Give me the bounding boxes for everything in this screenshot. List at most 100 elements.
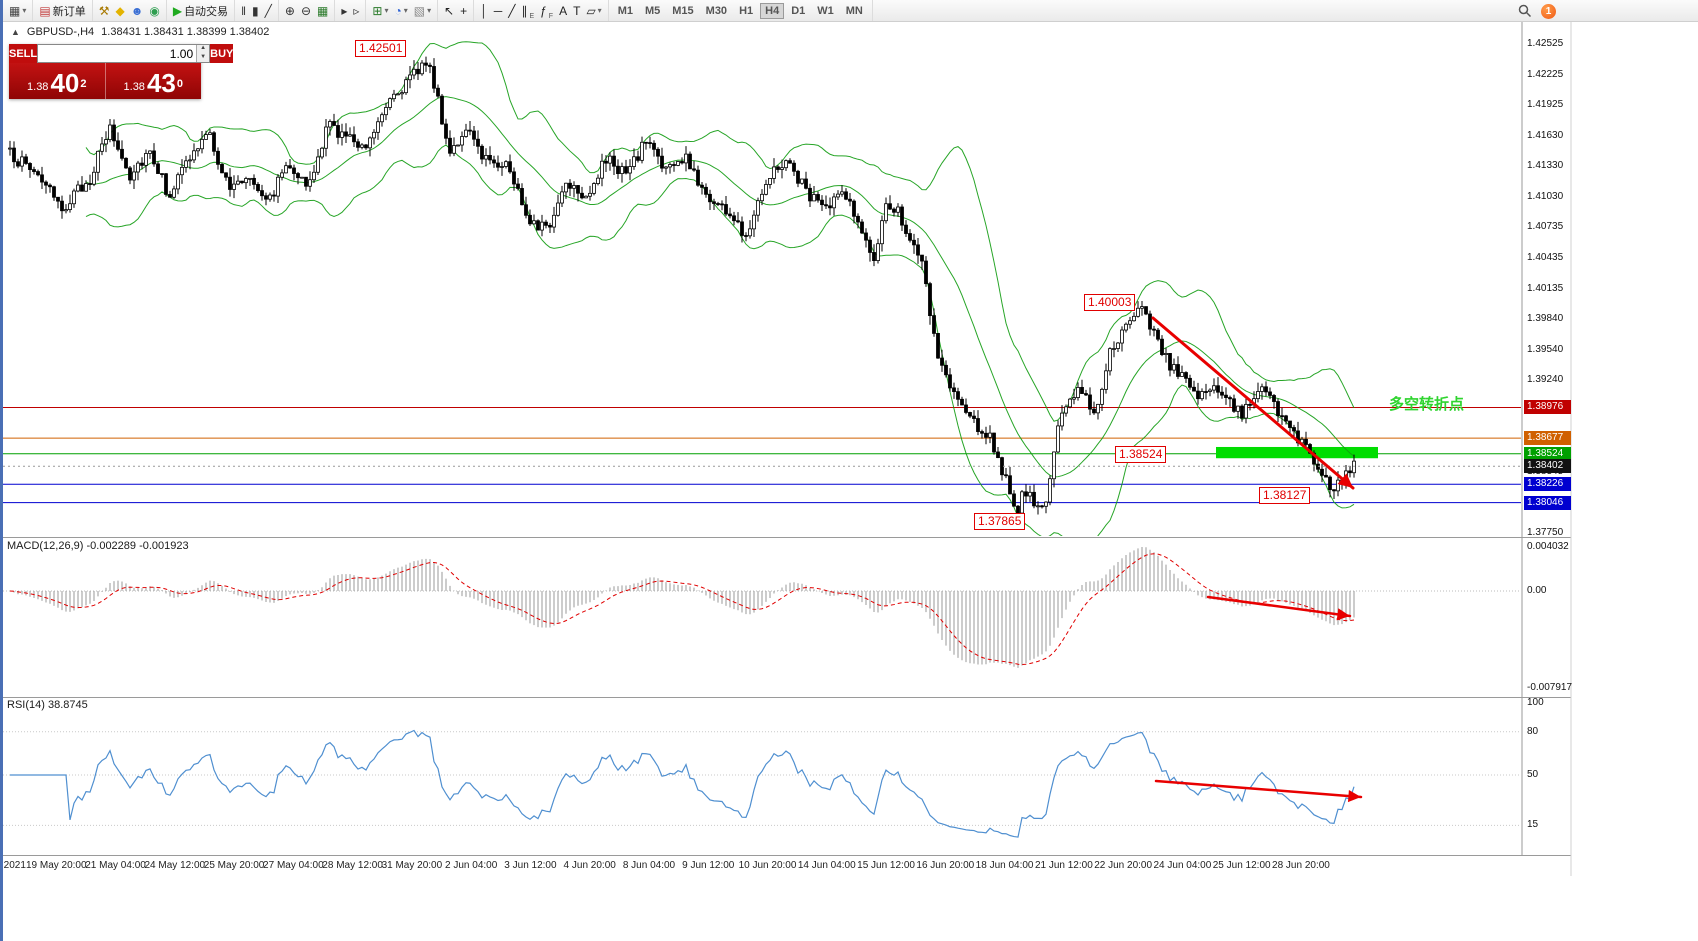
price-callout[interactable]: 1.42501 — [355, 40, 407, 57]
timeframe-m30-button[interactable]: M30 — [701, 3, 732, 19]
refresh-icon: ◉ — [149, 3, 160, 18]
toolbar-group: ⊕ ⊖ ▦ — [279, 0, 336, 21]
sell-button[interactable]: SELL — [9, 44, 38, 63]
symbol-icon: ▲ — [11, 27, 20, 37]
time-label: 21 May 04:00 — [85, 860, 146, 871]
buy-price-big: 43 — [146, 68, 176, 98]
price-tick: 1.39240 — [1527, 374, 1564, 386]
new-order-icon: ▤ — [39, 3, 51, 18]
new-order-button[interactable]: ▤ 新订单 — [36, 2, 88, 20]
annotation-note[interactable]: 多空转折点 — [1389, 396, 1465, 413]
periods-button[interactable]: ◔ ▾ — [391, 2, 410, 20]
price-tick: 1.42525 — [1527, 38, 1564, 49]
price-tick: 1.40735 — [1527, 221, 1564, 233]
autotrading-label: 自动交易 — [184, 5, 229, 18]
tools-hammer-button[interactable]: ⚒ — [96, 2, 113, 20]
history-center-button[interactable]: ◆ — [112, 2, 127, 20]
price-tag: 1.38524 — [1524, 446, 1571, 461]
auto-scroll-button[interactable]: ▸ — [338, 2, 350, 20]
buy-price[interactable]: 1.38 43 0 — [106, 63, 202, 99]
trendline-tool-button[interactable]: ╱ — [505, 2, 518, 20]
price-tick: 1.40435 — [1527, 252, 1564, 264]
vertical-line-tool-button[interactable]: │ — [477, 2, 491, 20]
time-label: 24 May 12:00 — [144, 860, 206, 871]
sell-price-big: 40 — [50, 68, 80, 98]
time-label: 27 May 04:00 — [263, 860, 324, 871]
cursor-button[interactable]: ↖ — [441, 2, 457, 20]
timeframe-h1-button[interactable]: H1 — [734, 3, 758, 19]
volume-down-button[interactable]: ▼ — [197, 53, 210, 62]
toolbar-group: ↖ + — [438, 0, 475, 21]
rsi-axis-tick: 80 — [1527, 725, 1539, 737]
timeframe-mn-button[interactable]: MN — [841, 3, 868, 19]
timeframe-m1-button[interactable]: M1 — [613, 3, 638, 19]
search-icon[interactable] — [1515, 2, 1535, 20]
time-label: 2 Jun 04:00 — [445, 860, 498, 871]
market-watch-button[interactable]: ☻ — [128, 2, 147, 20]
text-tool-button[interactable]: A — [556, 2, 570, 20]
rsi-axis-tick: 50 — [1527, 769, 1539, 780]
refresh-button[interactable]: ◉ — [146, 2, 162, 20]
vertical-line-tool-icon: │ — [480, 3, 488, 18]
bar-chart-mode-button[interactable]: ‖ — [238, 2, 249, 20]
toolbar-group: ‖ ▮ ╱ — [235, 0, 279, 21]
buy-button[interactable]: BUY — [210, 44, 234, 63]
toolbar-group: ▤ 新订单 — [33, 0, 93, 21]
horizontal-line-tool-button[interactable]: ─ — [491, 2, 506, 20]
candlestick-mode-button[interactable]: ▮ — [249, 2, 262, 20]
rsi-title: RSI(14) — [7, 699, 45, 711]
macd-axis-tick: -0.007917 — [1527, 682, 1573, 693]
timeframe-d1-button[interactable]: D1 — [786, 3, 810, 19]
label-tool-button[interactable]: T — [570, 2, 583, 20]
time-label: 31 May 20:00 — [381, 860, 443, 871]
price-tag: 1.38226 — [1524, 477, 1571, 492]
toolbar-group: ▸ ▹ — [335, 0, 367, 21]
candlestick-mode-icon: ▮ — [252, 3, 259, 18]
rsi-label: RSI(14) 38.8745 — [7, 699, 88, 711]
sell-price-prefix: 1.38 — [27, 81, 49, 93]
sell-price[interactable]: 1.38 40 2 — [9, 63, 106, 99]
symbol-info: ▲ GBPUSD-,H4 1.38431 1.38431 1.38399 1.3… — [11, 26, 269, 38]
price-tag: 1.38402 — [1524, 459, 1571, 474]
chart-shift-button[interactable]: ▹ — [350, 2, 362, 20]
price-callout[interactable]: 1.38127 — [1259, 487, 1311, 504]
volume-input[interactable] — [38, 45, 197, 62]
zoom-in-button[interactable]: ⊕ — [282, 2, 298, 20]
new-chart-button[interactable]: ▦ ▾ — [6, 2, 29, 20]
time-label: 19 May 20:00 — [25, 860, 87, 871]
toolbar-right: 1 — [1515, 2, 1556, 20]
notification-badge[interactable]: 1 — [1541, 3, 1556, 19]
trendline-tool-icon: ╱ — [508, 3, 516, 18]
history-center-icon: ◆ — [115, 3, 125, 18]
price-callout[interactable]: 1.37865 — [974, 513, 1026, 530]
line-chart-mode-button[interactable]: ╱ — [262, 2, 275, 20]
price-callout[interactable]: 1.40003 — [1084, 294, 1136, 311]
time-label: 10 Jun 20:00 — [738, 860, 797, 871]
chart-canvas[interactable] — [3, 0, 1698, 941]
time-label: 18 May 2021 — [3, 860, 26, 871]
timeframe-m15-button[interactable]: M15 — [667, 3, 698, 19]
timeframe-m5-button[interactable]: M5 — [640, 3, 665, 19]
shapes-tool-button[interactable]: ▱ ▾ — [583, 2, 604, 20]
timeframe-w1-button[interactable]: W1 — [812, 3, 839, 19]
zoom-out-button[interactable]: ⊖ — [298, 2, 314, 20]
tile-windows-button[interactable]: ▦ — [314, 2, 331, 20]
add-chart-button[interactable]: ⊞ ▾ — [369, 2, 391, 20]
macd-axis-tick: 0.00 — [1527, 585, 1547, 596]
channel-tool-button[interactable]: ∥ E — [518, 2, 537, 20]
crosshair-button[interactable]: + — [457, 2, 470, 20]
templates-icon: ▧ — [413, 3, 426, 18]
time-label: 3 Jun 12:00 — [504, 860, 557, 871]
price-axis[interactable]: 1.42525 1.42225 1.41925 1.41630 1.41330 1.410… — [1523, 0, 1671, 941]
volume-up-button[interactable]: ▲ — [197, 45, 210, 54]
price-callout[interactable]: 1.38524 — [1115, 446, 1167, 463]
timeframe-h4-button[interactable]: H4 — [760, 2, 785, 19]
price-tag: 1.38976 — [1524, 400, 1571, 415]
templates-button[interactable]: ▧ ▾ — [411, 2, 434, 20]
autotrading-button[interactable]: ▶ 自动交易 — [170, 2, 231, 20]
